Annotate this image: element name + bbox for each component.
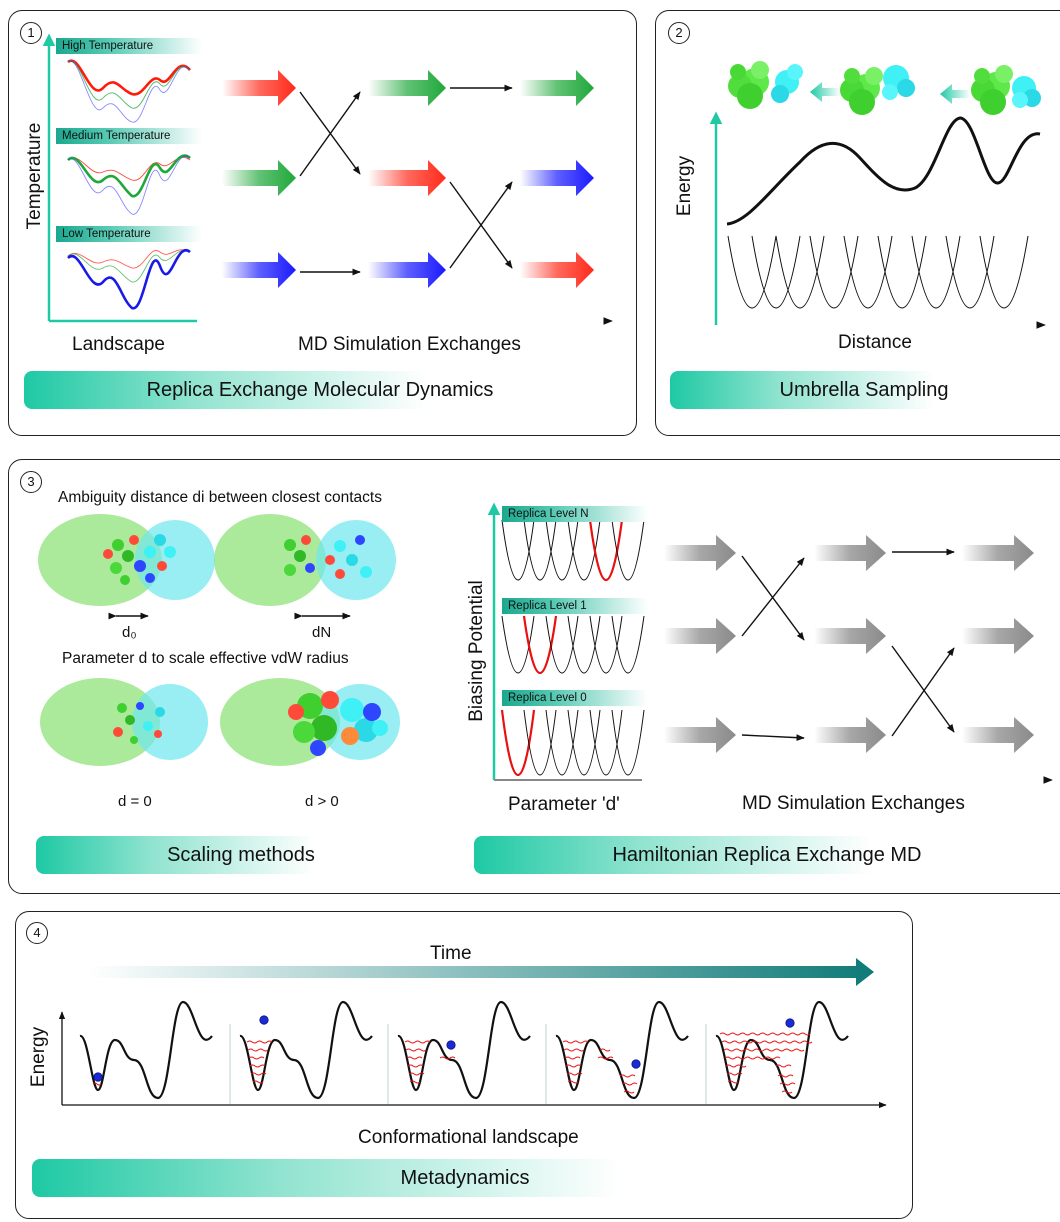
energy-profile-curve <box>726 116 1041 226</box>
tag-high-temperature: High Temperature <box>56 38 202 54</box>
banner-hremd: Hamiltonian Replica Exchange MD <box>474 836 1060 874</box>
metadynamics-bias-fill <box>92 1032 813 1094</box>
time-label: Time <box>430 943 472 964</box>
exchange-arrows-temperature <box>222 70 594 288</box>
protein-d-positive <box>220 678 400 766</box>
walker-dots <box>93 1015 795 1082</box>
banner-umbrella-sampling: Umbrella Sampling <box>670 371 1058 409</box>
tag-low-temperature: Low Temperature <box>56 226 202 242</box>
banner-metadynamics: Metadynamics <box>32 1159 898 1197</box>
replica-level-0 <box>500 709 645 777</box>
metadynamics-frames <box>78 1000 849 1100</box>
energy-axis-label-4: Energy <box>28 1026 49 1088</box>
tag-replica-level-n: Replica Level N <box>502 506 648 522</box>
md-exchanges-label-3: MD Simulation Exchanges <box>742 793 965 814</box>
protein-d-zero <box>40 678 208 766</box>
protein-complex-far <box>728 61 803 109</box>
banner-scaling-methods: Scaling methods <box>36 836 446 874</box>
protein-complex-mid <box>840 65 915 115</box>
umbrella-windows <box>727 235 1029 309</box>
ambiguity-title: Ambiguity distance di between closest co… <box>58 489 382 506</box>
medium-temp-landscape <box>67 154 191 198</box>
landscape-label: Landscape <box>72 334 165 355</box>
protein-d0 <box>38 514 215 606</box>
exchange-arrows-hamiltonian <box>664 535 1034 753</box>
tag-medium-temperature: Medium Temperature <box>56 128 202 144</box>
distance-label: Distance <box>838 332 912 353</box>
protein-dn <box>214 514 396 606</box>
protein-complex-close <box>971 65 1041 115</box>
replica-level-n <box>501 519 645 582</box>
conformational-landscape-label: Conformational landscape <box>358 1127 579 1148</box>
vdw-title: Parameter d to scale effective vdW radiu… <box>62 650 349 667</box>
tag-replica-level-1: Replica Level 1 <box>502 598 648 614</box>
d-positive-label: d > 0 <box>305 793 339 810</box>
replica-level-1 <box>501 615 645 674</box>
high-temp-landscape <box>67 59 191 96</box>
tag-replica-level-0: Replica Level 0 <box>502 690 648 706</box>
d-zero-label: d = 0 <box>118 793 152 810</box>
panel-number-1: 1 <box>20 22 42 44</box>
md-exchanges-label: MD Simulation Exchanges <box>298 334 521 355</box>
d0-label: d₀ <box>122 624 137 641</box>
banner-remd: Replica Exchange Molecular Dynamics <box>24 371 616 409</box>
low-temp-landscape <box>67 248 191 310</box>
parameter-d-label: Parameter 'd' <box>508 794 620 815</box>
panel-number-2: 2 <box>668 22 690 44</box>
panel-number-3: 3 <box>20 471 42 493</box>
dn-label: dN <box>312 624 332 641</box>
panel-number-4: 4 <box>26 922 48 944</box>
